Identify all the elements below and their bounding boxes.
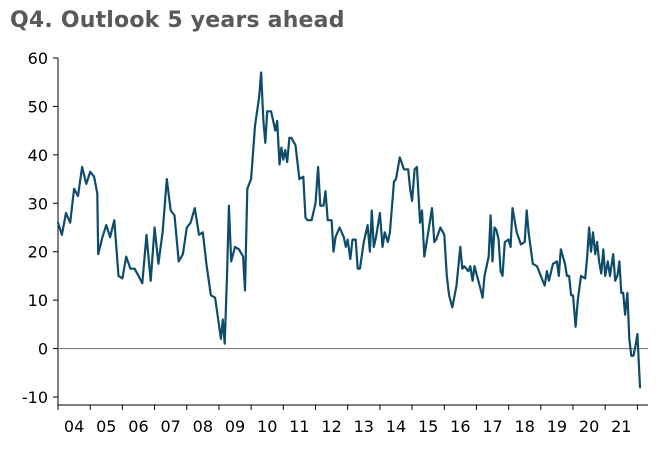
x-tick-label: 08 [193,417,213,436]
x-tick-label: 06 [128,417,148,436]
x-tick-label: 13 [354,417,374,436]
x-tick-label: 15 [418,417,438,436]
x-tick-label: 16 [450,417,470,436]
x-tick-label: 10 [257,417,277,436]
y-axis: -10 0 10 20 30 40 50 60 [22,49,59,407]
y-tick-label: 60 [28,49,48,68]
x-tick-label: 04 [64,417,84,436]
chart-title: Q4. Outlook 5 years ahead [10,8,345,33]
x-tick-label: 05 [96,417,116,436]
x-tick-label: 11 [289,417,309,436]
y-tick-label: 50 [28,97,48,116]
x-tick-label: 19 [547,417,567,436]
y-tick-label: 10 [28,291,48,310]
y-tick-label: 40 [28,146,48,165]
x-tick-label: 20 [579,417,599,436]
x-axis: 04 05 06 07 08 09 10 11 12 13 14 15 16 17 18 19 20 21 [57,404,648,436]
series-line-outlook [56,71,642,389]
x-tick-label: 07 [160,417,180,436]
y-tick-label: 30 [28,194,48,213]
x-tick-label: 12 [321,417,341,436]
x-tick-label: 14 [386,417,406,436]
y-tick-label: 0 [38,340,48,359]
x-tick-label: 09 [225,417,245,436]
x-tick-label: 18 [515,417,535,436]
y-tick-label: 20 [28,243,48,262]
x-tick-label: 21 [611,417,631,436]
series-group [56,71,642,389]
y-tick-label: -10 [22,388,48,407]
x-tick-label: 17 [482,417,502,436]
